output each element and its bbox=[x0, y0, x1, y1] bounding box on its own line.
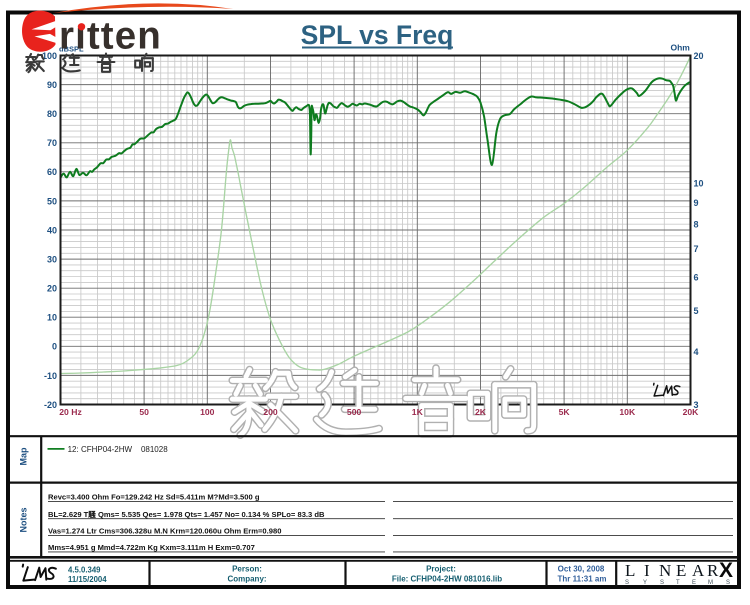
svg-text:Mms=4.951 g Mmd=4.722m Kg Kx: Mms=4.951 g Mmd=4.722m Kg Kxm=3.111m H E… bbox=[48, 543, 255, 552]
svg-text:3: 3 bbox=[694, 400, 699, 410]
svg-text:Y: Y bbox=[643, 580, 647, 586]
svg-text:100: 100 bbox=[200, 407, 215, 417]
svg-text:S: S bbox=[726, 580, 730, 586]
svg-text:R: R bbox=[707, 561, 719, 580]
svg-text:0: 0 bbox=[52, 342, 57, 352]
svg-text:E: E bbox=[676, 561, 686, 580]
svg-text:10: 10 bbox=[47, 313, 57, 323]
svg-text:2K: 2K bbox=[475, 407, 487, 417]
svg-text:11/15/2004: 11/15/2004 bbox=[68, 575, 107, 584]
svg-text:9: 9 bbox=[694, 198, 699, 208]
svg-text:100: 100 bbox=[42, 51, 57, 61]
svg-text:8: 8 bbox=[694, 220, 699, 230]
svg-text:N: N bbox=[659, 561, 671, 580]
svg-text:500: 500 bbox=[347, 407, 362, 417]
svg-text:S: S bbox=[660, 580, 664, 586]
svg-text:1K: 1K bbox=[412, 407, 424, 417]
svg-text:50: 50 bbox=[139, 407, 149, 417]
svg-text:5K: 5K bbox=[559, 407, 571, 417]
svg-text:X: X bbox=[719, 559, 733, 582]
svg-text:20K: 20K bbox=[683, 407, 700, 417]
svg-text:Company:: Company: bbox=[227, 575, 266, 584]
svg-text:40: 40 bbox=[47, 225, 57, 235]
svg-text:Ohm: Ohm bbox=[671, 43, 691, 53]
svg-text:20: 20 bbox=[47, 284, 57, 294]
svg-text:-20: -20 bbox=[44, 400, 57, 410]
svg-text:T: T bbox=[676, 580, 680, 586]
svg-text:S: S bbox=[625, 580, 629, 586]
svg-text:Map: Map bbox=[19, 447, 29, 466]
svg-text:4: 4 bbox=[694, 347, 699, 357]
svg-text:50: 50 bbox=[47, 196, 57, 206]
svg-text:Project:: Project: bbox=[426, 565, 456, 574]
svg-text:BL=2.629 T騷 Qms= 5.535 Qes=: BL=2.629 T騷 Qms= 5.535 Qes= 1.978 Qts= 1… bbox=[48, 509, 325, 519]
svg-text:M: M bbox=[708, 580, 713, 586]
svg-text:L: L bbox=[625, 561, 635, 580]
svg-text:70: 70 bbox=[47, 138, 57, 148]
svg-text:20: 20 bbox=[59, 407, 69, 417]
svg-text:6: 6 bbox=[694, 272, 699, 282]
svg-text:Oct 30, 2008: Oct 30, 2008 bbox=[558, 565, 605, 574]
svg-text:10K: 10K bbox=[619, 407, 636, 417]
svg-text:90: 90 bbox=[47, 80, 57, 90]
svg-text:10: 10 bbox=[694, 178, 704, 188]
svg-text:30: 30 bbox=[47, 255, 57, 265]
svg-text:Revc=3.400 Ohm Fo=129.242 Hz: Revc=3.400 Ohm Fo=129.242 Hz Sd=5.411m M… bbox=[48, 493, 260, 502]
svg-text:E: E bbox=[692, 580, 696, 586]
svg-text:rıtten: rıtten bbox=[59, 15, 162, 58]
svg-text:Person:: Person: bbox=[232, 565, 262, 574]
svg-text:I: I bbox=[644, 561, 650, 580]
svg-text:7: 7 bbox=[694, 244, 699, 254]
svg-text:SPL vs Freq: SPL vs Freq bbox=[301, 20, 454, 50]
svg-text:5: 5 bbox=[694, 306, 699, 316]
svg-text:Hz: Hz bbox=[71, 407, 82, 417]
svg-text:4.5.0.349: 4.5.0.349 bbox=[68, 566, 101, 575]
svg-text:80: 80 bbox=[47, 109, 57, 119]
svg-text:60: 60 bbox=[47, 167, 57, 177]
svg-text:dBSPL: dBSPL bbox=[59, 45, 84, 54]
svg-text:12: CFHP04-2HW 081028: 12: CFHP04-2HW 081028 bbox=[68, 445, 169, 454]
svg-text:A: A bbox=[692, 561, 705, 580]
svg-text:Notes: Notes bbox=[19, 507, 29, 532]
svg-text:Vas=1.274 Ltr Cms=306.328u M.: Vas=1.274 Ltr Cms=306.328u M.N Krm=120.0… bbox=[48, 527, 281, 536]
svg-text:200: 200 bbox=[263, 407, 278, 417]
svg-text:Thr 11:31 am: Thr 11:31 am bbox=[558, 575, 607, 584]
svg-text:20: 20 bbox=[694, 51, 704, 61]
svg-text:File: CFHP04-2HW 081016.lib: File: CFHP04-2HW 081016.lib bbox=[392, 575, 502, 584]
svg-text:-10: -10 bbox=[44, 371, 57, 381]
